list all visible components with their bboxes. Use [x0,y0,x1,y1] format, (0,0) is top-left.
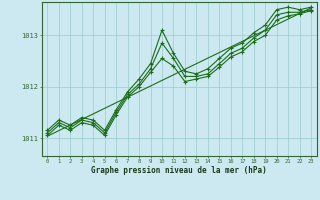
X-axis label: Graphe pression niveau de la mer (hPa): Graphe pression niveau de la mer (hPa) [91,166,267,175]
